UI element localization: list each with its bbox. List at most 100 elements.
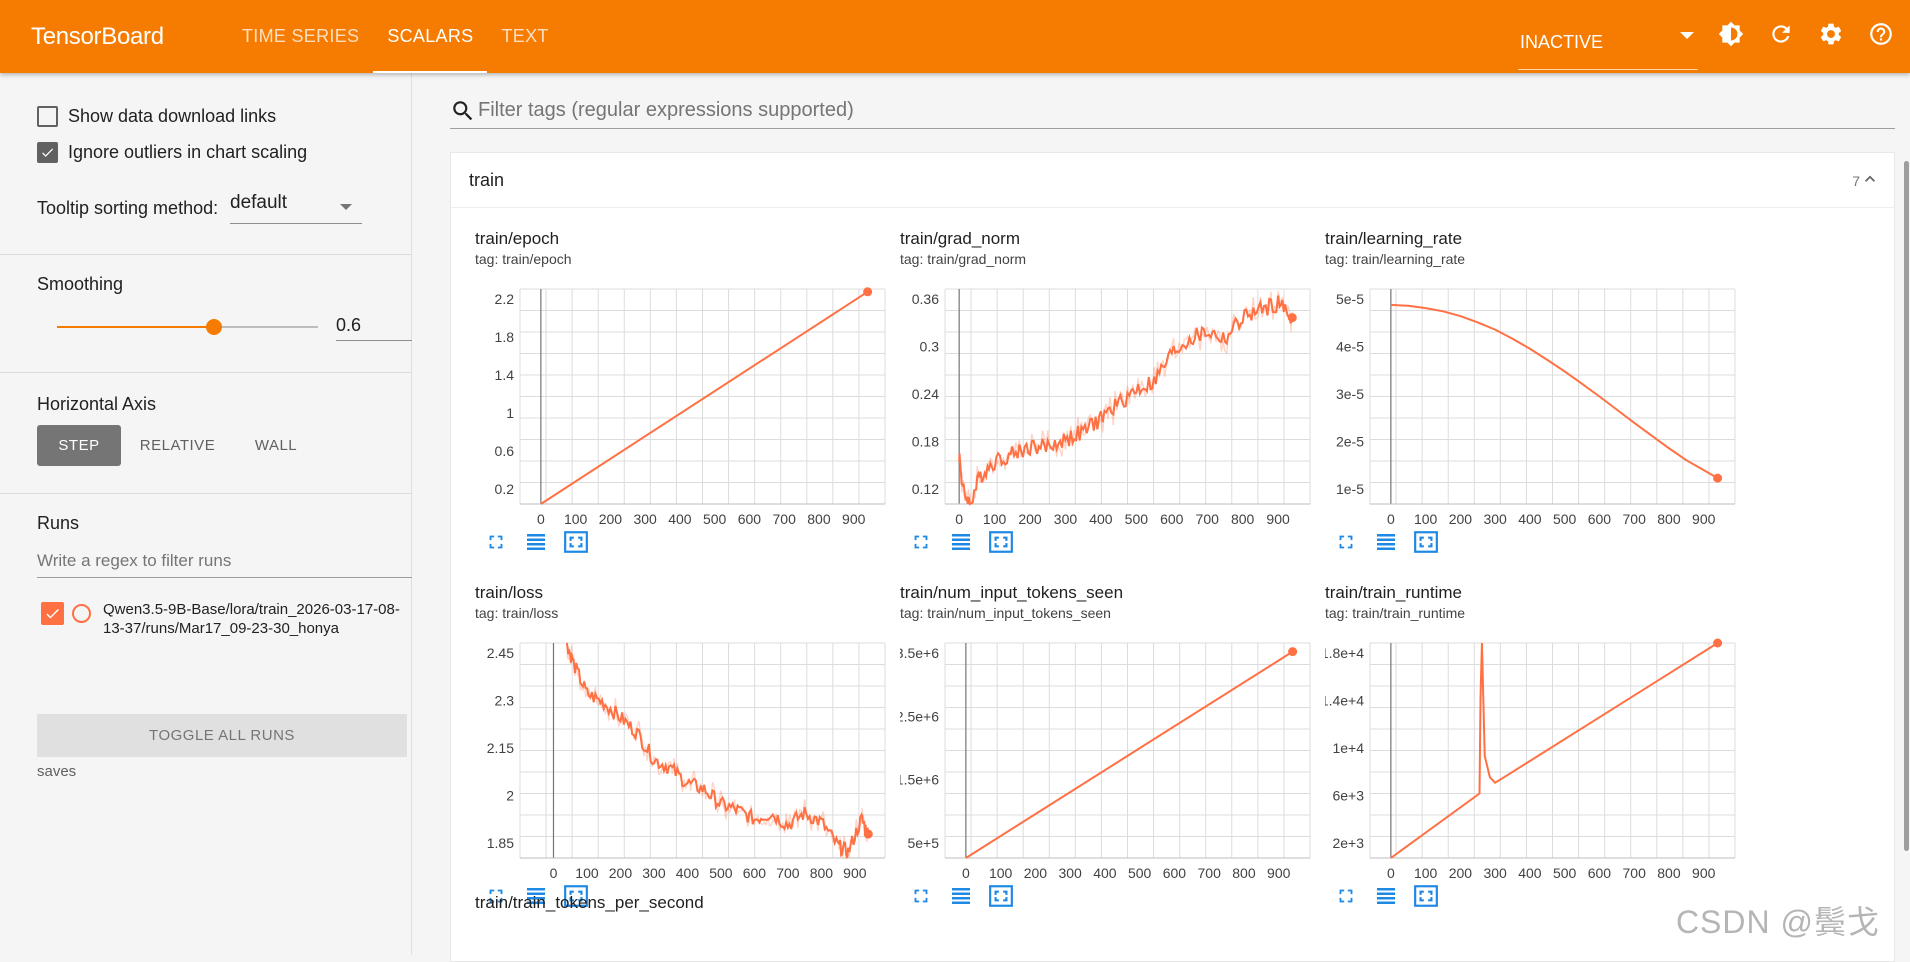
- x-tick-label: 200: [1018, 511, 1042, 527]
- fullscreen-icon[interactable]: [483, 529, 509, 555]
- chevron-down-icon: [340, 204, 352, 210]
- fullscreen-icon[interactable]: [1333, 529, 1359, 555]
- top-app-bar: TensorBoard TIME SERIES SCALARS TEXT INA…: [0, 0, 1910, 73]
- fullscreen-icon[interactable]: [908, 883, 934, 909]
- log-scale-icon[interactable]: [1373, 883, 1399, 909]
- chart-card: train/loss tag: train/loss 0 100 200 300 400 50…: [475, 583, 900, 937]
- x-tick-label: 400: [668, 511, 692, 527]
- plugin-status-select[interactable]: INACTIVE: [1518, 16, 1698, 70]
- x-tick-label: 300: [1054, 511, 1078, 527]
- settings-section: Show data download links Ignore outliers…: [0, 73, 412, 255]
- y-tick-label: 1.85: [487, 835, 514, 851]
- fit-domain-icon[interactable]: [563, 883, 589, 909]
- log-scale-icon[interactable]: [948, 883, 974, 909]
- chart-grid: [519, 642, 886, 859]
- group-count: 7: [1852, 173, 1860, 189]
- y-tick-label: 6e+3: [1332, 788, 1364, 804]
- fit-domain-icon[interactable]: [1413, 883, 1439, 909]
- last-point-marker: [863, 287, 873, 297]
- chart-grid: [944, 288, 1311, 505]
- fullscreen-icon[interactable]: [1333, 883, 1359, 909]
- tooltip-sorting-label: Tooltip sorting method:: [37, 198, 219, 218]
- main-content: Filter tags (regular expressions support…: [412, 73, 1910, 962]
- y-tick-label: 2: [506, 788, 514, 804]
- log-scale-icon[interactable]: [1373, 529, 1399, 555]
- series-line: [1390, 303, 1719, 479]
- refresh-icon[interactable]: [1765, 18, 1796, 49]
- group-header[interactable]: train 7: [451, 153, 1894, 208]
- run-checkbox[interactable]: [41, 602, 64, 625]
- tag-filter-placeholder: Filter tags (regular expressions support…: [478, 99, 854, 121]
- ignore-outliers-checkbox[interactable]: Ignore outliers in chart scaling: [37, 142, 307, 163]
- fullscreen-icon[interactable]: [483, 883, 509, 909]
- fit-domain-icon[interactable]: [563, 529, 589, 555]
- smoothing-slider[interactable]: [57, 319, 318, 335]
- series-line: [1390, 642, 1719, 859]
- fullscreen-icon[interactable]: [908, 529, 934, 555]
- series-line: [965, 650, 1294, 859]
- x-tick-label: 700: [773, 511, 797, 527]
- y-tick-label: 5e-5: [1336, 291, 1364, 307]
- x-tick-label: 600: [1588, 865, 1612, 881]
- y-tick-label: 3e-5: [1336, 386, 1364, 402]
- show-download-links-checkbox[interactable]: Show data download links: [37, 106, 276, 127]
- last-point-marker: [863, 829, 873, 839]
- fit-domain-icon[interactable]: [1413, 529, 1439, 555]
- series-line: [565, 642, 870, 859]
- axis-step-button[interactable]: STEP: [37, 425, 121, 466]
- x-tick-label: 800: [1657, 865, 1681, 881]
- x-tick-label: 200: [609, 865, 633, 881]
- y-tick-label: 2.45: [487, 645, 514, 661]
- smoothing-input[interactable]: 0.6: [336, 311, 412, 341]
- x-tick-label: 800: [1231, 511, 1255, 527]
- help-icon[interactable]: [1865, 18, 1896, 49]
- y-tick-label: 2e+3: [1332, 835, 1364, 851]
- x-tick-label: 900: [842, 511, 866, 527]
- chart-title: train/num_input_tokens_seen: [900, 583, 1124, 602]
- x-tick-label: 800: [807, 511, 831, 527]
- axis-wall-button[interactable]: WALL: [254, 437, 298, 454]
- x-tick-label: 0: [537, 511, 545, 527]
- chart-title-partial: train/train_tokens_per_second: [475, 893, 704, 912]
- chevron-down-icon: [1680, 32, 1694, 39]
- tab-scalars[interactable]: SCALARS: [373, 0, 488, 73]
- settings-icon[interactable]: [1815, 18, 1846, 49]
- x-tick-label: 100: [575, 865, 599, 881]
- chart-card: train/grad_norm tag: train/grad_norm 0 100 2…: [900, 229, 1325, 583]
- tag-filter-input[interactable]: Filter tags (regular expressions support…: [450, 93, 1895, 129]
- scrollbar[interactable]: [1902, 151, 1910, 851]
- scrollbar-thumb[interactable]: [1904, 161, 1909, 851]
- x-tick-label: 0: [955, 511, 963, 527]
- run-filter-input[interactable]: Write a regex to filter runs: [37, 543, 412, 578]
- fit-domain-icon[interactable]: [988, 883, 1014, 909]
- tab-time-series[interactable]: TIME SERIES: [242, 26, 360, 46]
- x-tick-label: 400: [1518, 865, 1542, 881]
- slider-thumb[interactable]: [205, 319, 222, 335]
- y-tick-label: 1.8e+4: [1325, 645, 1364, 661]
- line-chart: 0 100 200 300 400 500 600 700 800 900 0.2 0.6 1 1.4 1.…: [495, 287, 886, 527]
- fit-domain-icon[interactable]: [988, 529, 1014, 555]
- x-tick-label: 700: [1623, 865, 1647, 881]
- log-scale-icon[interactable]: [523, 529, 549, 555]
- runs-label: Runs: [37, 513, 80, 533]
- log-scale-icon[interactable]: [948, 529, 974, 555]
- x-tick-label: 600: [1163, 865, 1187, 881]
- horizontal-axis-label: Horizontal Axis: [37, 394, 157, 414]
- last-point-marker: [1288, 647, 1298, 657]
- chevron-up-icon[interactable]: [1860, 169, 1880, 189]
- x-tick-label: 300: [1483, 865, 1507, 881]
- x-tick-label: 400: [1089, 511, 1113, 527]
- axis-relative-button[interactable]: RELATIVE: [139, 437, 216, 454]
- tooltip-sorting-select[interactable]: default: [230, 192, 362, 224]
- chart-card: train/learning_rate tag: train/learning_r…: [1325, 229, 1750, 583]
- tab-text[interactable]: TEXT: [501, 26, 549, 46]
- chart-grid: [1369, 288, 1736, 505]
- checkbox-unchecked-icon: [37, 106, 58, 127]
- brightness-icon[interactable]: [1715, 18, 1746, 49]
- smoothing-label: Smoothing: [37, 274, 124, 294]
- toggle-all-runs-button[interactable]: TOGGLE ALL RUNS: [37, 714, 407, 757]
- show-download-links-label: Show data download links: [68, 106, 277, 126]
- run-color-circle-icon[interactable]: [72, 604, 91, 623]
- log-scale-icon[interactable]: [523, 883, 549, 909]
- y-tick-label: 1e+4: [1332, 740, 1364, 756]
